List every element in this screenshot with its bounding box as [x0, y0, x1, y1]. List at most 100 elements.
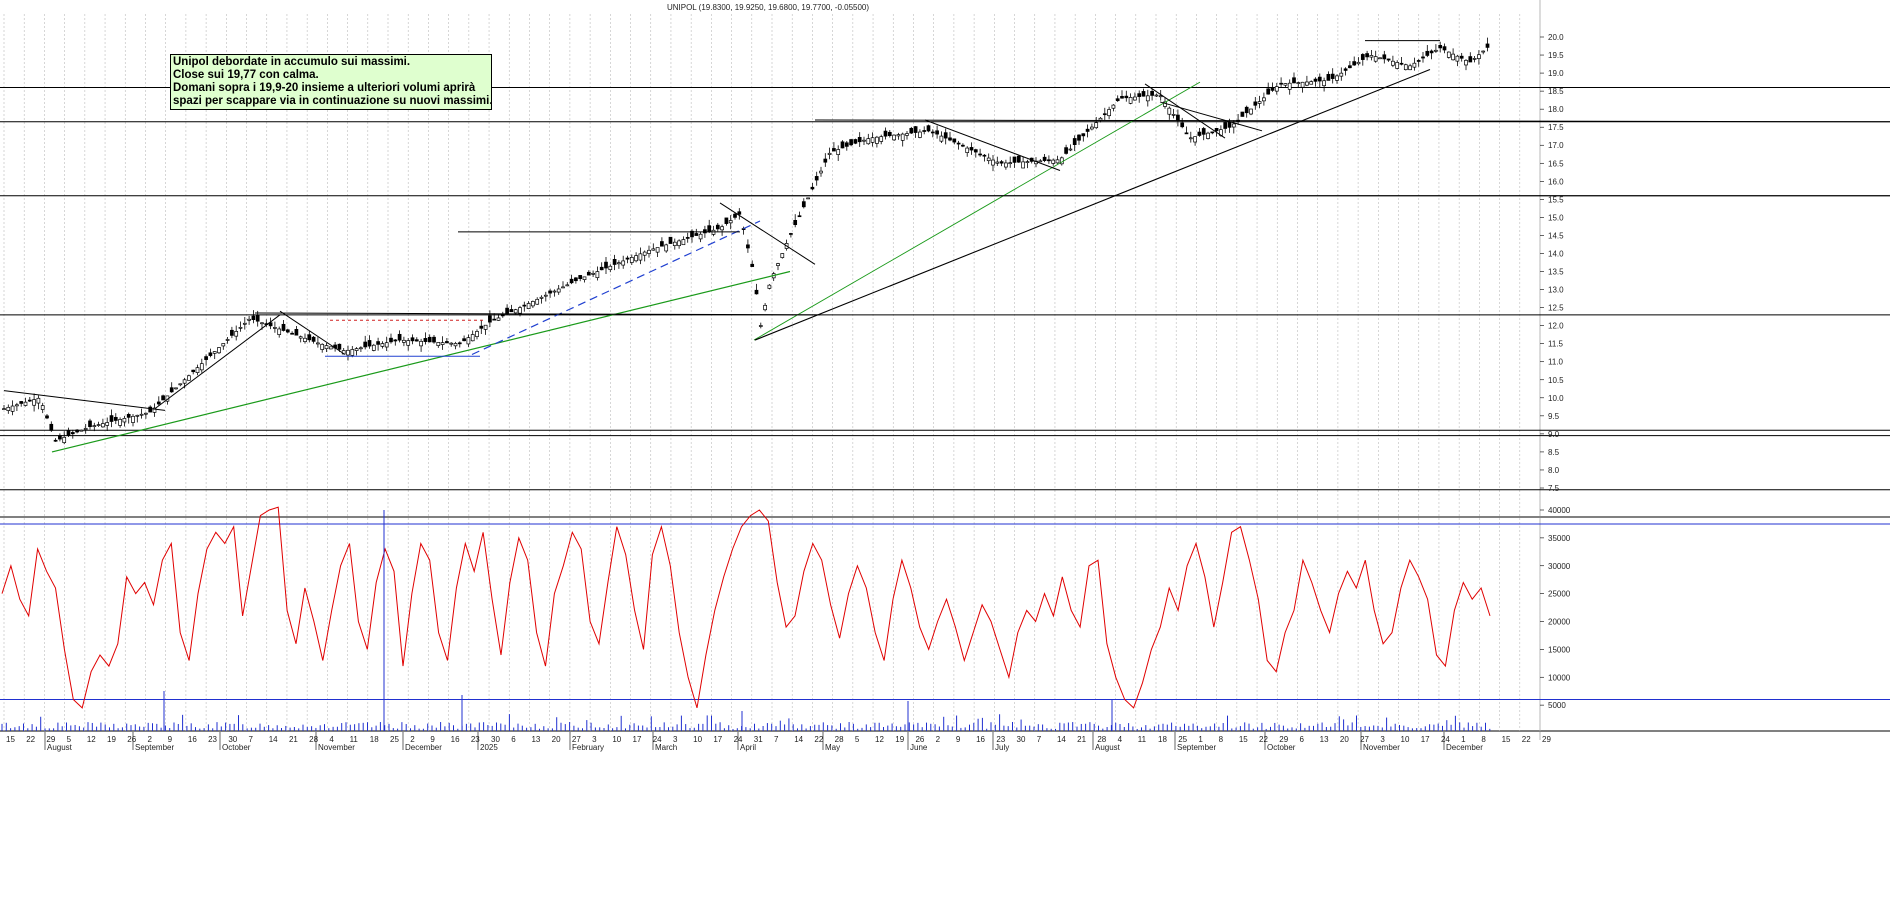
candle-body [1326, 73, 1331, 81]
x-month-label: November [318, 743, 355, 752]
candle-body [328, 346, 333, 350]
y-tick-label: 18.5 [1548, 87, 1564, 96]
candle-body [801, 201, 806, 208]
x-tick-label: 26 [127, 735, 136, 744]
candle-body [440, 342, 445, 345]
candle-body [432, 336, 436, 343]
candle-body [810, 186, 815, 190]
y-tick-label: 11.5 [1548, 340, 1564, 349]
candle-body [96, 424, 101, 426]
candle-body [277, 328, 282, 335]
candle-body [1081, 133, 1086, 137]
x-tick-label: 2 [936, 735, 941, 744]
candle-body [694, 233, 699, 236]
candle-body [939, 135, 944, 142]
x-month-label: October [222, 743, 251, 752]
candle-body [982, 154, 987, 157]
candle-body [1025, 161, 1030, 163]
candle-body [685, 237, 690, 239]
candle-body [384, 342, 389, 348]
candle-body [862, 139, 866, 142]
y-tick-label: 15.5 [1548, 195, 1564, 204]
candle-body [569, 278, 574, 284]
candle-body [483, 324, 488, 330]
candle-body [827, 152, 832, 155]
y-tick-label: 10.5 [1548, 376, 1564, 385]
candle-body [578, 275, 583, 280]
x-tick-label: 24 [1441, 735, 1450, 744]
y-tick-label: 20.0 [1548, 33, 1564, 42]
candle-body [1128, 97, 1133, 104]
candle-body [436, 342, 441, 346]
candle-body [1335, 75, 1339, 81]
candle-body [118, 419, 122, 426]
downtrend-line-4 [924, 119, 1061, 171]
candle-body [999, 161, 1004, 164]
candle-body [505, 307, 509, 315]
x-tick-label: 18 [370, 735, 379, 744]
candle-body [466, 337, 471, 345]
x-tick-label: 28 [309, 735, 318, 744]
candle-body [986, 157, 991, 162]
candle-body [156, 401, 161, 405]
candle-body [1459, 55, 1464, 59]
candle-body [518, 307, 522, 314]
x-tick-label: 3 [673, 735, 678, 744]
candle-body [1051, 159, 1056, 164]
candle-body [311, 336, 316, 342]
candle-body [234, 331, 239, 337]
candle-body [470, 334, 475, 342]
candle-body [2, 408, 6, 410]
candle-body [1176, 114, 1180, 121]
candle-body [857, 137, 862, 143]
x-tick-label: 24 [653, 735, 662, 744]
candle-body [1446, 51, 1451, 58]
candle-body [492, 318, 497, 321]
candle-body [548, 290, 552, 294]
candle-body [900, 133, 905, 141]
candle-body [1378, 57, 1382, 60]
candle-body [62, 436, 67, 443]
candle-body [1004, 162, 1008, 168]
candle-body [823, 158, 828, 163]
candle-body [1339, 72, 1344, 77]
x-month-label: October [1267, 743, 1296, 752]
x-month-label: August [47, 743, 73, 752]
candle-body [728, 220, 733, 224]
candle-body [604, 261, 608, 269]
candle-body [1197, 131, 1202, 136]
candle-body [582, 276, 587, 280]
blue-dashed-trendline [471, 220, 761, 356]
analysis-annotation: Unipol debordate in accumulo sui massimi… [170, 54, 493, 110]
candle-body [169, 387, 174, 393]
candle-body [303, 337, 307, 342]
candle-body [371, 344, 376, 351]
candle-body [943, 132, 948, 139]
candle-body [19, 401, 24, 404]
candle-body [109, 415, 114, 422]
candle-body [393, 339, 398, 342]
candle-body [1348, 65, 1352, 69]
x-tick-label: 15 [1502, 735, 1511, 744]
candle-body [1214, 127, 1219, 132]
candle-body [634, 255, 638, 262]
x-tick-label: 2 [147, 735, 152, 744]
oscillator-y-axis: 40000 35000 30000 25000 20000 15000 10000 5000 [1540, 506, 1571, 710]
candle-body [380, 343, 385, 347]
x-tick-label: 12 [875, 735, 884, 744]
candle-body [449, 342, 454, 345]
candle-body [509, 309, 514, 313]
candle-body [479, 325, 484, 329]
candle-body [617, 262, 621, 265]
candle-body [866, 138, 871, 145]
candle-body [539, 296, 544, 299]
candle-body [1317, 76, 1322, 82]
candle-body [1343, 68, 1348, 71]
x-tick-label: 2 [410, 735, 415, 744]
candle-body [92, 425, 97, 427]
x-month-label: September [1177, 743, 1216, 752]
y-tick-label: 15.0 [1548, 213, 1564, 222]
x-month-label: November [1363, 743, 1400, 752]
candle-body [135, 414, 140, 417]
downtrend-line-2 [279, 310, 346, 355]
